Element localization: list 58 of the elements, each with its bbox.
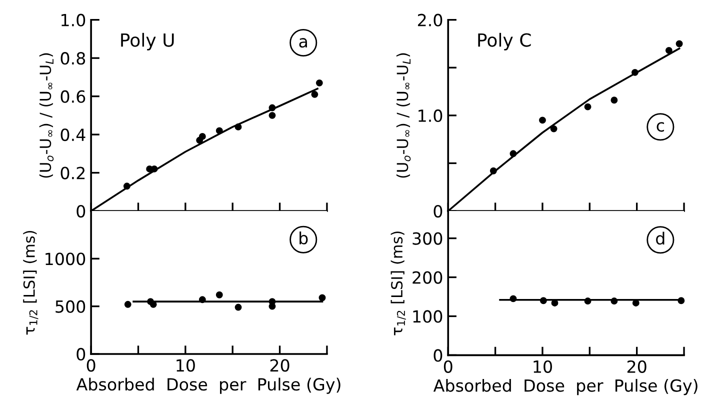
point (631, 68, 638, 76)
y-tick-label: 1.0 (418, 109, 442, 122)
y-tick-label: 0 (76, 348, 86, 361)
point (123, 182, 130, 190)
point (584, 103, 592, 110)
x-tick-label: 10 (176, 359, 195, 372)
point (610, 96, 618, 104)
y-axis-title: τ$_{1/2}$ [LSI] (ms) (23, 230, 38, 335)
annotation: a (299, 38, 307, 48)
point (510, 150, 517, 158)
point (318, 294, 326, 302)
y-tick-label: 0.8 (60, 52, 86, 65)
point (539, 116, 546, 124)
text: (U$_{o}$-U$_{∞}$) / (U$_{∞}$-U$_{L}$) (39, 53, 54, 178)
point (311, 90, 318, 98)
x-tick-label: 0 (444, 360, 452, 373)
y-tick-label: 2.0 (418, 14, 442, 26)
point (676, 40, 683, 48)
point (268, 302, 276, 310)
annotation: c (656, 122, 664, 132)
y-tick-label: 0 (76, 204, 86, 218)
y-tick-label: 100 (413, 310, 442, 323)
point (234, 304, 242, 311)
y-tick-label: 500 (56, 300, 86, 313)
y-tick-label: 1.0 (62, 14, 86, 26)
x-axis-title: Absorbed Dose per Pulse (Gy) (433, 378, 698, 396)
text: (U$_{o}$-U$_{∞}$) / (U$_{∞}$-U$_{L}$) (396, 53, 411, 178)
annotation: b (300, 232, 308, 244)
point (665, 46, 672, 54)
y-tick-label: 0 (434, 204, 442, 218)
y-tick-label: 300 (412, 232, 442, 245)
annotation: Poly U (121, 32, 174, 50)
point (198, 132, 206, 140)
point (550, 125, 558, 132)
x-tick-label: 10 (534, 360, 552, 373)
x-tick-label: 20 (627, 360, 646, 373)
y-tick-label: 0 (434, 349, 442, 362)
point (268, 112, 276, 119)
x-tick-label: 0 (86, 359, 96, 372)
y-axis-title: τ$_{1/2}$ [LSI] (ms) (390, 232, 406, 336)
x-axis-title: Absorbed Dose per Pulse (Gy) (76, 378, 340, 394)
point (316, 79, 323, 86)
point (216, 291, 223, 298)
annotation: d (656, 232, 664, 245)
y-tick-label: 1000 (46, 252, 86, 266)
point (490, 167, 497, 174)
point (198, 296, 206, 304)
annotation: Poly C (478, 32, 531, 50)
y-tick-label: 0.4 (60, 128, 86, 142)
y-tick-label: 0.6 (60, 90, 86, 103)
y-tick-label: 200 (412, 271, 442, 284)
point (234, 123, 242, 130)
x-tick-label: 20 (270, 359, 290, 372)
point (150, 165, 158, 172)
point (268, 104, 276, 112)
point (124, 300, 132, 308)
y-tick-label: 0.2 (60, 166, 85, 180)
point (216, 127, 223, 134)
